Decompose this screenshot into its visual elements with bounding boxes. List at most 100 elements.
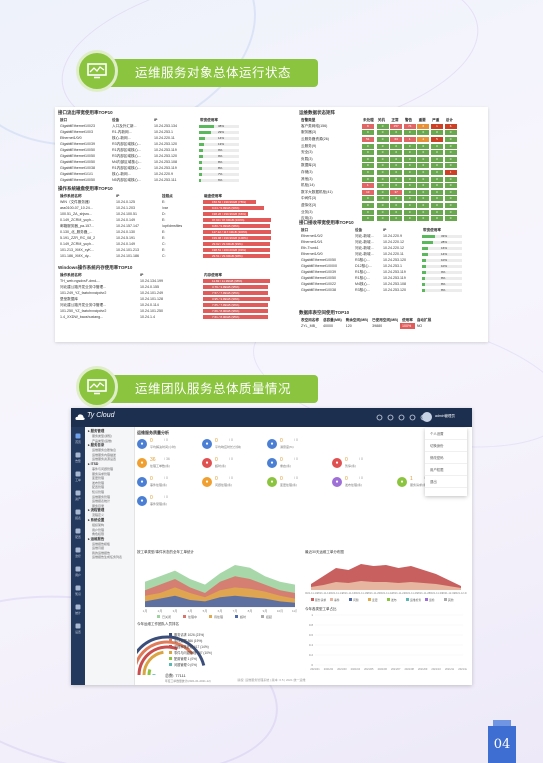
sidebar-item[interactable]: 设置: [71, 620, 85, 639]
menu-group-label[interactable]: ▸ 系统设置: [88, 517, 105, 522]
stat-card[interactable]: ● 0 / 0 变更处理(条): [267, 476, 329, 489]
user-name[interactable]: admin管理员: [435, 414, 456, 418]
mem-bar-cell: 3.79 / 3.99GB (95%): [202, 284, 274, 290]
sidebar-item[interactable]: 首页: [71, 430, 85, 449]
menu-item[interactable]: 运维服务内容描述: [92, 452, 117, 457]
stat-card[interactable]: ● 36 / 36 处理工单数(条): [137, 457, 199, 470]
stat-card[interactable]: ● 0 / 0 事件受理(条): [137, 495, 199, 508]
win-mem-title: Windows操作系统内存使用率TOP10: [58, 265, 133, 270]
dropdown-item[interactable]: 切换身份: [425, 440, 467, 452]
usage-bar-track: [422, 234, 462, 238]
menu-group-label[interactable]: ▸ 服务管理: [88, 429, 105, 433]
matrix-cell-value: 0: [444, 209, 457, 215]
dropdown-item[interactable]: 用户权限: [425, 464, 467, 476]
menu-item[interactable]: 运维报告模板: [92, 541, 111, 546]
menu-item[interactable]: 服务目录: [92, 503, 105, 508]
menu-item[interactable]: 配置管理: [92, 485, 105, 490]
menu-item[interactable]: 变更管理: [92, 476, 105, 481]
stat-total: / 0: [294, 457, 298, 461]
mail-icon[interactable]: [398, 414, 405, 421]
table-row: Ethernet1/0/2 河北-新城... 10.24.220.9 33%: [299, 233, 465, 239]
grid-icon[interactable]: [409, 414, 416, 421]
stat-total: / 0: [164, 476, 168, 480]
device-name: R1核心...: [355, 269, 370, 274]
sidebar-item[interactable]: 资产: [71, 487, 85, 506]
column-header: 接口: [301, 227, 309, 232]
menu-item[interactable]: 运维报表统计: [92, 499, 111, 504]
dropdown-item[interactable]: 修改密码: [425, 452, 467, 464]
menu-group-label[interactable]: ▸ 服务目录: [88, 443, 105, 448]
matrix-cell: 0: [444, 176, 458, 183]
bell-icon[interactable]: [387, 414, 394, 421]
stat-icon: ●: [137, 439, 147, 449]
x-tick-label: 8月: [248, 609, 253, 613]
stat-card[interactable]: ● 0 / 0 暂停(条): [332, 457, 394, 470]
iface-out-table: 接口 设备 IP 带宽使用率 GigabitEthernet1/0/23 入口及外汇新.…: [58, 117, 242, 183]
usage-bar-fill: [199, 154, 203, 158]
usage-percent: 9%: [218, 148, 223, 152]
menu-group-label[interactable]: ▸ 运维报告: [88, 536, 105, 541]
sidebar-item[interactable]: 知识: [71, 582, 85, 601]
menu-item[interactable]: 产品类型(运维): [92, 438, 112, 443]
search-icon[interactable]: [376, 414, 383, 421]
ip-address: 10.24.100.51: [116, 212, 137, 216]
y-tick-label: 1: [311, 613, 313, 617]
stat-card[interactable]: ● 0 / 0 平均响应时长(分钟): [202, 438, 264, 451]
matrix-cell-value: 0: [390, 143, 403, 149]
avatar[interactable]: [422, 412, 432, 422]
sidebar-item[interactable]: 告警: [71, 449, 85, 468]
stat-card[interactable]: ● 0 / 0 事件处理(条): [137, 476, 199, 489]
table-row: 机柜(14) 1 0 0 0 0 0 0: [299, 182, 457, 189]
y-tick-label: 0.4: [309, 643, 314, 647]
ip-address: 10.24.0.130: [116, 230, 135, 234]
menu-item[interactable]: 知识管理: [92, 489, 105, 494]
menu-item[interactable]: 用户管理: [92, 527, 105, 532]
matrix-cell: 0: [361, 130, 376, 137]
stat-total: / 0: [229, 476, 233, 480]
menu-item[interactable]: 服务请求管理: [92, 471, 111, 476]
menu-item[interactable]: 发布管理: [92, 480, 105, 485]
matrix-cell-value: 0: [403, 216, 416, 222]
dropdown-item[interactable]: 退出: [425, 476, 467, 488]
stat-card[interactable]: ● 0 / 0 超时(条): [202, 457, 264, 470]
stat-card[interactable]: ● 0 / 0 问题处理(条): [202, 476, 264, 489]
legend-swatch: [261, 615, 264, 618]
menu-item[interactable]: 运维报告生成任务列表: [92, 555, 123, 560]
sidebar-item[interactable]: 监控: [71, 544, 85, 563]
menu-group-label[interactable]: ▸ 流程管理: [88, 508, 105, 513]
menu-item[interactable]: 运维服务管理: [92, 494, 111, 499]
column-header: 重要: [418, 117, 426, 122]
menu-item[interactable]: 运维月报: [92, 546, 105, 551]
sidebar-item[interactable]: 报表: [71, 506, 85, 525]
matrix-cell-value: 1: [430, 123, 443, 129]
menu-group-label[interactable]: ▸ ITSD: [88, 461, 99, 466]
stat-label: 处理工单数(条): [150, 464, 170, 468]
stat-card[interactable]: ● 0 / 0 平均解决时间(小时): [137, 438, 199, 451]
stat-card[interactable]: ● 0 / 0 满意度(%): [267, 438, 329, 451]
matrix-cell-value: 0: [361, 143, 374, 149]
menu-item[interactable]: 服务类型(通知): [92, 434, 112, 438]
sidebar-item[interactable]: 工单: [71, 468, 85, 487]
menu-item[interactable]: 角色权限: [92, 532, 105, 537]
menu-item[interactable]: 运维服务资源设置: [92, 457, 117, 462]
menu-item[interactable]: 我的运维报告: [92, 550, 111, 555]
stat-card[interactable]: ● 0 / 0 发布处理(条): [332, 476, 394, 489]
table-row: 0.149_ZCRM_yuyh... 10.24.0.149 E: 97.90 / 9…: [58, 217, 274, 223]
stat-card[interactable]: ● 0 / 0 重启(条): [267, 457, 329, 470]
section-title: 运维团队服务总体质量情况: [135, 382, 292, 396]
menu-item[interactable]: 组织架构: [92, 522, 105, 527]
sidebar-item[interactable]: 配置: [71, 525, 85, 544]
table-row: 数字大数据机柜(41) 13 0 37 0 0 0 0: [299, 189, 457, 196]
matrix-cell: 0: [430, 189, 444, 196]
sidebar-item[interactable]: 用户: [71, 563, 85, 582]
matrix-cell: 0: [403, 182, 417, 189]
matrix-cell: 0: [389, 196, 403, 203]
matrix-cell: 0: [376, 136, 390, 143]
interface-name: GigabitEthernet1/0/50: [60, 178, 95, 182]
menu-item[interactable]: 事件与问题管理: [92, 466, 114, 471]
menu-item[interactable]: 运维服务台账信息: [92, 448, 117, 453]
matrix-cell-value: 1: [444, 169, 457, 175]
sidebar-item[interactable]: 统计: [71, 601, 85, 620]
menu-item[interactable]: 流程定义: [92, 513, 105, 518]
dropdown-item[interactable]: 个人设置: [425, 428, 467, 440]
